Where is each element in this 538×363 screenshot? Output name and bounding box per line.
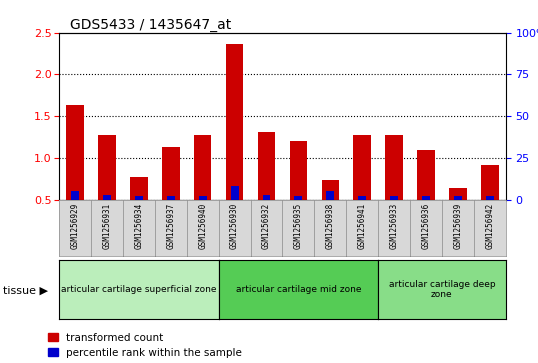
Bar (454, 196, 462, 200)
Bar (289, 141, 307, 200)
Bar (327, 191, 334, 200)
Bar (130, 177, 148, 200)
Text: GSM1256937: GSM1256937 (166, 203, 175, 249)
Bar (358, 196, 366, 200)
Text: GSM1256942: GSM1256942 (485, 203, 494, 249)
Text: articular cartilage superficial zone: articular cartilage superficial zone (61, 285, 217, 294)
Bar (66, 105, 84, 200)
Bar (422, 196, 430, 200)
Bar (199, 196, 207, 200)
Legend: transformed count, percentile rank within the sample: transformed count, percentile rank withi… (48, 333, 242, 358)
Text: GSM1256933: GSM1256933 (390, 203, 399, 249)
Bar (294, 196, 302, 200)
Bar (385, 135, 403, 200)
Text: articular cartilage deep
zone: articular cartilage deep zone (388, 280, 495, 299)
Bar (390, 196, 398, 200)
Text: GSM1256936: GSM1256936 (421, 203, 430, 249)
Bar (103, 195, 111, 200)
Text: GSM1256929: GSM1256929 (70, 203, 80, 249)
Bar (353, 135, 371, 200)
Bar (135, 196, 143, 200)
Bar (231, 186, 238, 200)
Bar (71, 191, 79, 200)
Text: tissue ▶: tissue ▶ (3, 285, 48, 295)
Bar (486, 196, 494, 200)
Text: GSM1256931: GSM1256931 (103, 203, 111, 249)
Text: GSM1256935: GSM1256935 (294, 203, 303, 249)
Text: GDS5433 / 1435647_at: GDS5433 / 1435647_at (70, 18, 231, 32)
Text: GSM1256941: GSM1256941 (358, 203, 367, 249)
Text: GSM1256940: GSM1256940 (198, 203, 207, 249)
Bar (98, 135, 116, 200)
Bar (322, 180, 339, 200)
Bar (417, 150, 435, 200)
Bar (449, 188, 466, 200)
Bar (167, 196, 175, 200)
Text: GSM1256930: GSM1256930 (230, 203, 239, 249)
Bar (162, 147, 180, 200)
Bar (263, 195, 271, 200)
Text: GSM1256938: GSM1256938 (326, 203, 335, 249)
Text: GSM1256934: GSM1256934 (134, 203, 144, 249)
Text: GSM1256932: GSM1256932 (262, 203, 271, 249)
Text: articular cartilage mid zone: articular cartilage mid zone (236, 285, 361, 294)
Bar (194, 135, 211, 200)
Text: GSM1256939: GSM1256939 (454, 203, 462, 249)
Bar (258, 132, 275, 200)
Bar (481, 164, 499, 200)
Bar (226, 44, 243, 200)
